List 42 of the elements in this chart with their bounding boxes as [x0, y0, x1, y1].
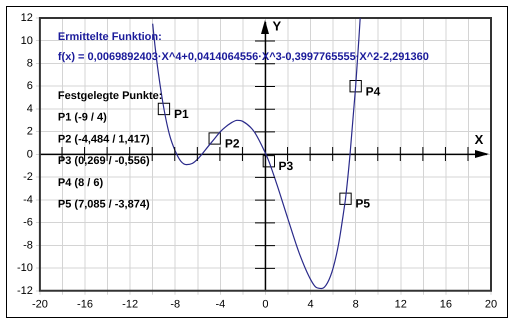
y-tick-label: 12	[20, 12, 33, 24]
point	[158, 102, 170, 116]
annotation: P4	[366, 84, 381, 99]
y-tick-label: 0	[26, 148, 33, 160]
y-tick-label: 6	[26, 80, 33, 92]
x-tick-label: 8	[352, 298, 359, 310]
annotation: Festgelegte Punkte:	[58, 90, 162, 102]
y-tick-label: 2	[26, 126, 33, 138]
annotation: P4 (8 / 6)	[58, 176, 104, 189]
annotation: P1	[174, 107, 189, 122]
x-tick-label: 12	[394, 298, 407, 310]
annotation: P3	[278, 159, 294, 174]
y-tick-label: -6	[23, 216, 33, 229]
y-tick-label: -12	[16, 284, 33, 297]
y-tick-label: -8	[23, 239, 33, 252]
annotation: P5	[355, 196, 370, 211]
point	[262, 155, 275, 168]
y-tick-label: 4	[26, 102, 33, 115]
x-tick-label: -8	[170, 298, 180, 310]
point	[350, 80, 362, 92]
point	[339, 192, 352, 205]
x-tick-label: -12	[122, 298, 138, 310]
y-tick-label: -2	[23, 171, 33, 184]
x-tick-label: 4	[307, 298, 314, 310]
y-tick-label: -10	[16, 262, 33, 274]
point	[208, 132, 221, 145]
annotation: P2 (-4,484 / 1,417)	[58, 133, 150, 146]
y-tick-label: 10	[20, 34, 33, 47]
x-tick-label: 16	[440, 298, 452, 310]
x-tick-label: 20	[484, 298, 498, 310]
x-tick-label: -16	[77, 298, 93, 310]
annotation: P3 (0,269 / -0,556)	[58, 155, 150, 168]
y-axis-title: Y	[272, 18, 282, 34]
x-tick-label: 0	[262, 298, 269, 310]
x-tick-label: -20	[32, 298, 48, 310]
y-tick-label: 8	[26, 58, 33, 70]
y-tick-label: -4	[23, 194, 33, 206]
annotation: P2	[224, 136, 240, 151]
x-tick-label: -4	[215, 298, 226, 310]
x-axis-title: X	[474, 132, 484, 147]
annotation: P5 (7,085 / -3,874)	[58, 198, 150, 211]
annotation: P1 (-9 / 4)	[58, 112, 108, 124]
